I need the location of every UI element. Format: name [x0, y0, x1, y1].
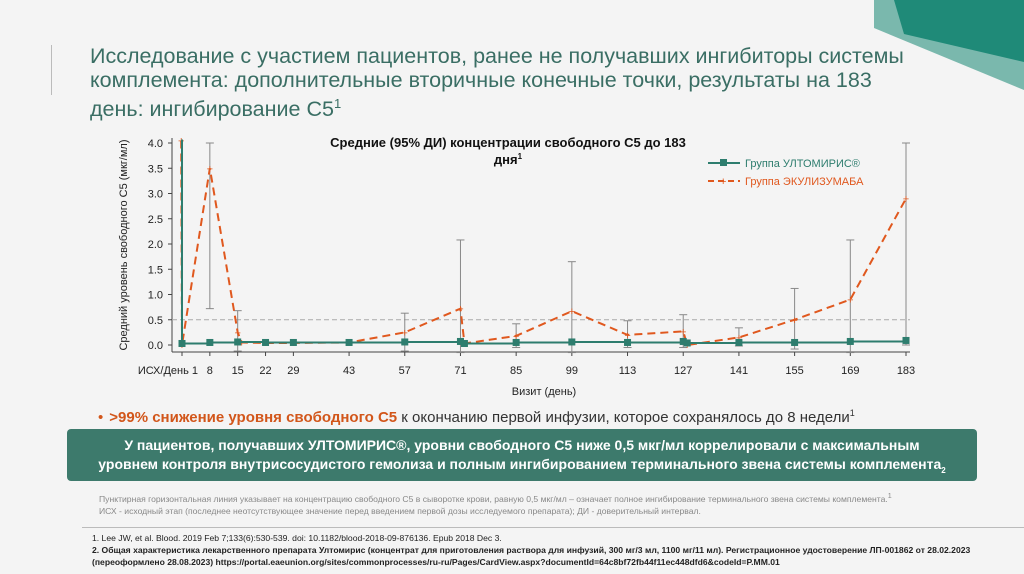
ultomiris-point — [262, 338, 270, 346]
title-accent-line — [51, 45, 52, 95]
y-tick-label: 4.0 — [148, 138, 163, 150]
ultomiris-point — [791, 338, 799, 346]
eculizumab-point: + — [680, 326, 686, 338]
eculizumab-point: + — [402, 327, 408, 339]
conclusion-box: У пациентов, получавших УЛТОМИРИС®, уров… — [67, 429, 977, 481]
references: 1. Lee JW, et al. Blood. 2019 Feb 7;133(… — [92, 533, 971, 567]
corner-decoration — [874, 0, 1024, 90]
y-tick-label: 0.0 — [148, 340, 163, 352]
legend-ultomiris: Группа УЛТОМИРИС® — [745, 158, 860, 170]
ultomiris-point — [206, 338, 214, 346]
ultomiris-point — [846, 337, 854, 345]
x-tick-label: 127 — [674, 365, 692, 377]
x-tick-label: 57 — [399, 365, 411, 377]
eculizumab-point: + — [791, 315, 797, 327]
svg-text:+: + — [720, 176, 726, 188]
x-tick-label: 85 — [510, 365, 522, 377]
ultomiris-point — [234, 338, 242, 346]
legend: Группа УЛТОМИРИС® + Группа ЭКУЛИЗУМАБА — [708, 158, 864, 188]
y-tick-label: 3.5 — [148, 163, 163, 175]
eculizumab-point: + — [513, 331, 519, 343]
x-tick-label: ИСХ/День 1 — [138, 365, 198, 377]
ultomiris-point — [178, 339, 186, 347]
ultomiris-point — [512, 338, 520, 346]
eculizumab-point: + — [234, 327, 240, 339]
eculizumab-point: + — [457, 304, 463, 316]
chart-title-line2: дня — [494, 152, 518, 167]
page-title: Исследование с участием пациентов, ранее… — [90, 44, 904, 122]
svg-text:дня1: дня1 — [494, 152, 523, 167]
y-axis-label: Средний уровень свободного С5 (мкг/мл) — [118, 139, 130, 350]
x-tick-label: 22 — [259, 365, 271, 377]
x-tick-label: 71 — [454, 365, 466, 377]
x-tick-label: 155 — [785, 365, 803, 377]
x-tick-label: 141 — [730, 365, 748, 377]
x-tick-label: 43 — [343, 365, 355, 377]
x-tick-label: 29 — [287, 365, 299, 377]
legend-eculizumab: Группа ЭКУЛИЗУМАБА — [745, 176, 864, 188]
eculizumab-point: + — [207, 163, 213, 175]
y-tick-label: 3.0 — [148, 189, 163, 201]
ultomiris-point — [902, 336, 910, 344]
x-tick-label: 99 — [566, 365, 578, 377]
eculizumab-line — [180, 140, 907, 347]
ultomiris-point — [679, 337, 687, 345]
y-tick-label: 1.0 — [148, 290, 163, 302]
y-tick-label: 0.5 — [148, 315, 163, 327]
ultomiris-point — [401, 338, 409, 346]
x-axis-label: Визит (день) — [512, 386, 576, 398]
y-tick-label: 2.0 — [148, 239, 163, 251]
eculizumab-point: + — [569, 306, 575, 318]
ultomiris-point — [456, 337, 464, 345]
divider — [82, 527, 1024, 528]
ultomiris-point — [289, 338, 297, 346]
eculizumab-point: + — [238, 337, 244, 349]
ultomiris-point — [735, 338, 743, 346]
x-tick-label: 113 — [619, 365, 637, 377]
x-tick-label: 15 — [232, 365, 244, 377]
ultomiris-point — [683, 339, 691, 347]
ultomiris-point — [624, 338, 632, 346]
eculizumab-point: + — [736, 332, 742, 344]
bullet-icon: • — [98, 409, 104, 426]
eculizumab-point: + — [624, 330, 630, 342]
chart-title: Средние (95% ДИ) концентрации свободного… — [330, 135, 686, 150]
ultomiris-point — [568, 338, 576, 346]
key-finding: • >99% снижение уровня свободного С5 к ок… — [98, 408, 855, 426]
x-tick-label: 8 — [207, 365, 213, 377]
ultomiris-line — [181, 139, 907, 345]
x-tick-label: 169 — [841, 365, 859, 377]
eculizumab-point: + — [903, 194, 909, 206]
y-tick-label: 2.5 — [148, 214, 163, 226]
chart: Средние (95% ДИ) концентрации свободного… — [118, 135, 915, 398]
y-tick-label: 1.5 — [148, 264, 163, 276]
x-tick-label: 183 — [897, 365, 915, 377]
ultomiris-point — [345, 338, 353, 346]
eculizumab-point: + — [847, 295, 853, 307]
footnotes: Пунктирная горизонтальная линия указывае… — [99, 492, 892, 516]
ultomiris-point — [460, 339, 468, 347]
